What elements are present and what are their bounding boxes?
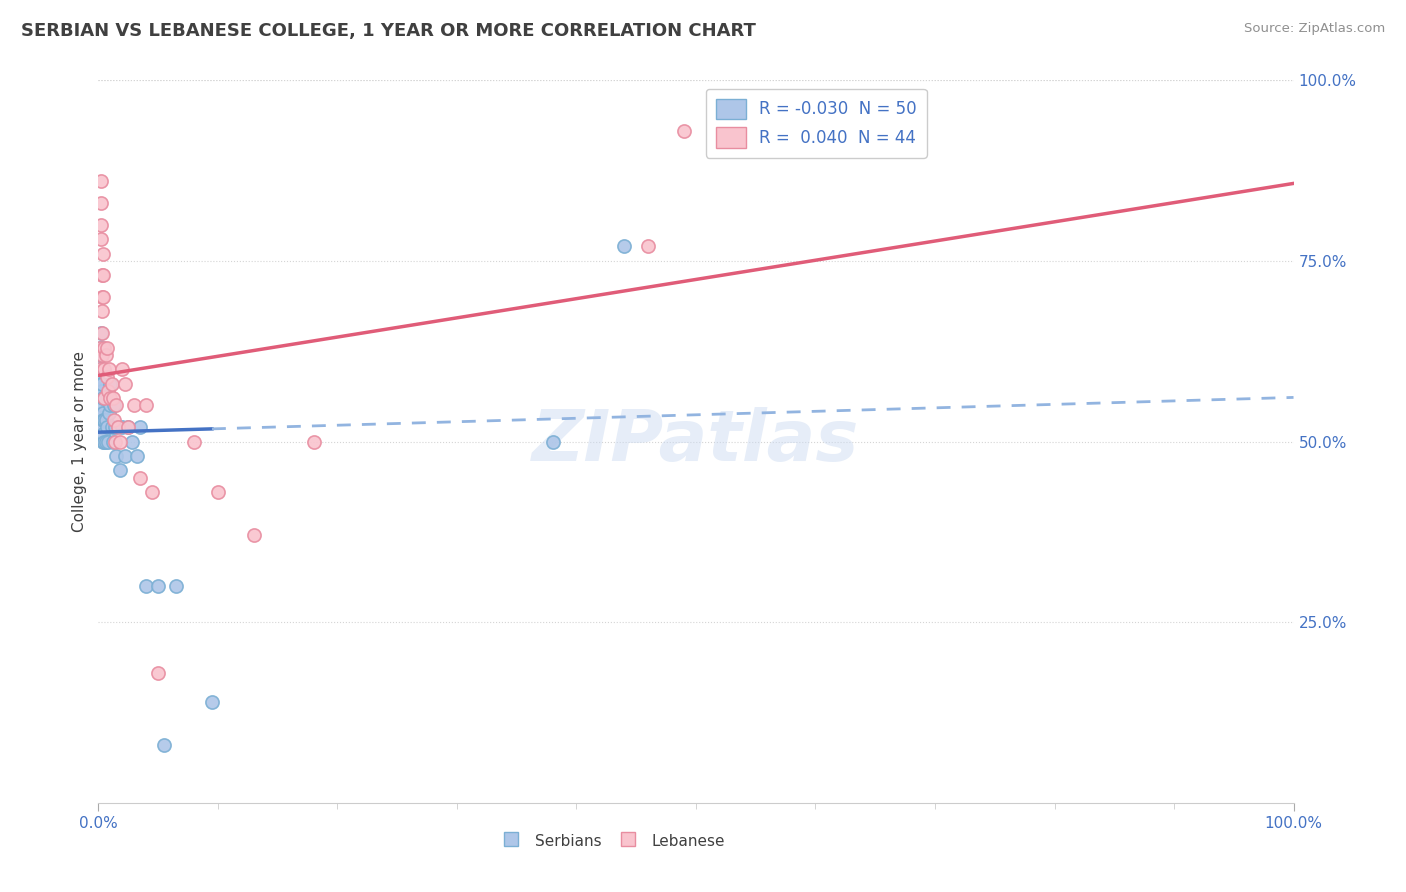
Point [124,398,146,412]
Point [97,384,120,398]
Point [91,413,114,427]
Point [101,434,124,449]
Point [98,391,122,405]
Point [100,376,122,391]
Point [90,348,112,362]
Point [117,420,139,434]
Point [89,362,111,376]
Point [94,434,117,449]
Point [207,485,229,500]
Point [165,579,187,593]
Point [91,326,114,340]
Text: Source: ZipAtlas.com: Source: ZipAtlas.com [1244,22,1385,36]
Point [94,413,117,427]
Point [91,434,114,449]
Point [96,341,118,355]
Point [96,420,118,434]
Point [91,290,114,304]
Point [91,427,114,442]
Point [90,391,112,405]
Point [93,362,115,376]
Point [93,341,115,355]
Point [103,398,125,412]
Point [91,391,114,405]
Point [90,218,112,232]
Point [90,174,112,188]
Point [637,239,659,253]
Point [201,695,224,709]
Point [94,348,117,362]
Point [91,420,114,434]
Point [96,369,118,384]
Point [243,528,266,542]
Point [107,420,129,434]
Point [129,420,152,434]
Point [93,413,115,427]
Point [114,376,136,391]
Point [90,232,112,246]
Point [104,434,127,449]
Point [135,579,157,593]
Point [91,341,114,355]
Point [91,398,114,412]
Point [91,406,114,420]
Point [97,434,120,449]
Point [93,434,115,449]
Point [135,398,157,412]
Point [98,398,122,412]
Point [104,420,127,434]
Point [541,434,564,449]
Point [89,376,111,391]
Point [108,434,131,449]
Point [153,738,176,752]
Point [91,246,114,260]
Point [101,391,124,405]
Point [108,463,131,477]
Point [90,420,112,434]
Point [673,124,696,138]
Point [91,304,114,318]
Point [183,434,205,449]
Point [89,341,111,355]
Point [98,406,121,420]
Point [105,449,128,463]
Point [105,398,128,412]
Point [148,665,170,680]
Point [111,362,134,376]
Point [98,376,122,391]
Point [117,420,139,434]
Point [91,268,114,283]
Point [91,376,114,391]
Point [89,362,111,376]
Legend: Serbians, Lebanese: Serbians, Lebanese [494,826,731,856]
Point [90,376,112,391]
Point [613,239,636,253]
Point [121,434,143,449]
Point [148,579,170,593]
Point [141,485,163,500]
Text: SERBIAN VS LEBANESE COLLEGE, 1 YEAR OR MORE CORRELATION CHART: SERBIAN VS LEBANESE COLLEGE, 1 YEAR OR M… [21,22,756,40]
Point [98,362,121,376]
Point [103,413,125,427]
Point [129,470,152,484]
Point [93,391,115,405]
Text: ZIPatlas: ZIPatlas [533,407,859,476]
Point [91,362,114,376]
Point [91,348,114,362]
Point [90,326,112,340]
Point [90,362,112,376]
Point [91,268,114,283]
Point [114,449,136,463]
Point [111,420,134,434]
Point [302,434,325,449]
Point [90,196,112,211]
Point [89,341,111,355]
Point [125,449,148,463]
Y-axis label: College, 1 year or more: College, 1 year or more [72,351,87,532]
Point [100,420,122,434]
Point [93,391,115,405]
Point [90,406,112,420]
Point [91,384,114,398]
Point [91,290,114,304]
